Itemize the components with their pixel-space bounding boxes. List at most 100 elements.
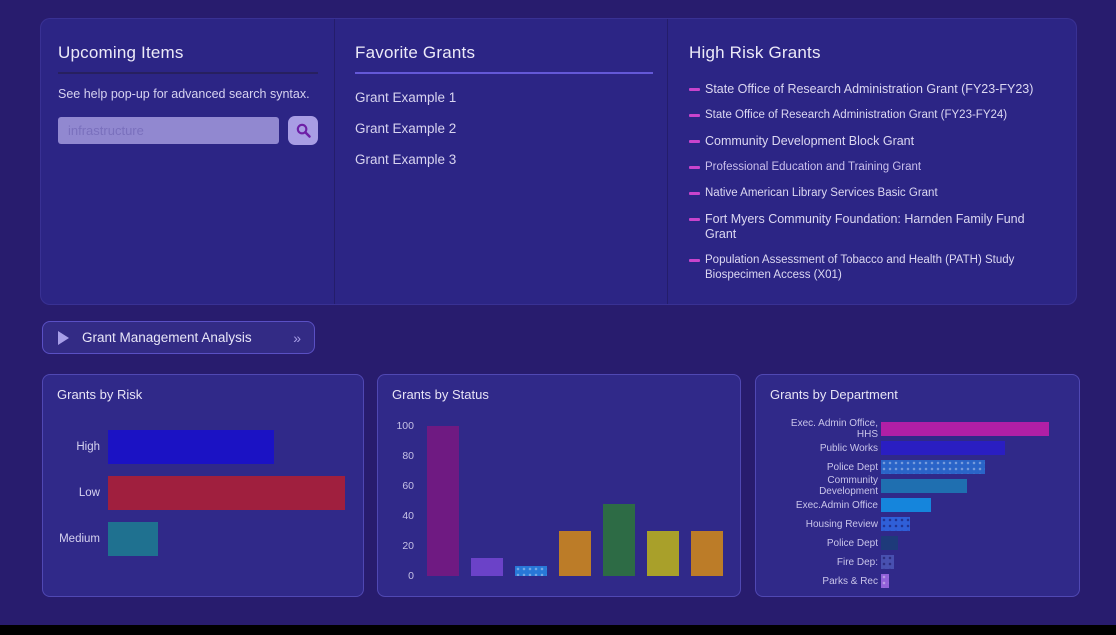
status-chart-title: Grants by Status — [392, 387, 489, 402]
dash-bullet-icon — [689, 192, 700, 195]
favorite-grant-item[interactable]: Grant Example 2 — [355, 121, 457, 136]
bar-track — [881, 460, 1049, 474]
dept-chart: Exec. Admin Office, HHS Public Works Polic… — [770, 418, 1065, 588]
bar — [881, 498, 932, 512]
dash-bullet-icon — [689, 218, 700, 221]
chart-row: Parks & Rec — [770, 574, 1065, 588]
bar-label: Housing Review — [805, 518, 878, 530]
y-tick-label: 20 — [402, 540, 414, 552]
bar-label: Public Works — [819, 442, 878, 454]
bar — [427, 426, 459, 576]
status-chart: 0 20 40 60 80 100 — [392, 402, 726, 582]
bar — [881, 479, 967, 493]
bar — [881, 422, 1049, 436]
bar-track — [881, 574, 1049, 588]
chart-row: Fire Dep: — [770, 555, 1065, 569]
chart-row: High — [57, 430, 349, 464]
grants-by-department-panel: Grants by Department Exec. Admin Office,… — [755, 374, 1080, 597]
bar — [881, 555, 895, 569]
high-risk-grant-item[interactable]: State Office of Research Administration … — [689, 82, 1048, 97]
bar-label: High — [76, 441, 100, 453]
dash-bullet-icon — [689, 259, 700, 262]
favorite-grant-item[interactable]: Grant Example 1 — [355, 90, 457, 105]
grant-management-analysis-button[interactable]: Grant Management Analysis » — [42, 321, 315, 354]
status-y-axis: 0 20 40 60 80 100 — [392, 420, 416, 582]
grant-name: State Office of Research Administration … — [705, 82, 1034, 96]
grants-by-status-panel: Grants by Status 0 20 40 60 80 100 — [377, 374, 741, 597]
high-risk-grants-title: High Risk Grants — [689, 43, 821, 62]
favorite-grant-item[interactable]: Grant Example 3 — [355, 152, 457, 167]
chart-row: Housing Review — [770, 517, 1065, 531]
y-tick-label: 80 — [402, 450, 414, 462]
grant-name: Fort Myers Community Foundation: Harnden… — [705, 212, 1025, 241]
bar-track — [108, 522, 345, 556]
bar — [108, 430, 274, 464]
search-row — [58, 116, 318, 145]
bar — [603, 504, 635, 576]
bar-track — [881, 536, 1049, 550]
risk-chart-title: Grants by Risk — [57, 387, 143, 402]
high-risk-grant-item[interactable]: State Office of Research Administration … — [689, 108, 1048, 123]
bar-track — [881, 555, 1049, 569]
high-risk-grants-section: High Risk Grants State Office of Researc… — [667, 19, 1076, 304]
analysis-button-label: Grant Management Analysis — [82, 330, 252, 345]
chart-row: Community Development — [770, 475, 1065, 497]
chart-row: Public Works — [770, 441, 1065, 455]
title-underline — [58, 72, 318, 74]
high-risk-grant-item[interactable]: Community Development Block Grant — [689, 134, 1048, 149]
bar-track — [881, 498, 1049, 512]
chart-row: Police Dept — [770, 460, 1065, 474]
bar — [881, 460, 986, 474]
bar-track — [881, 479, 1049, 493]
bar — [691, 531, 723, 576]
search-button[interactable] — [288, 116, 318, 145]
bar-label: Parks & Rec — [822, 575, 878, 587]
grant-name: State Office of Research Administration … — [705, 109, 1008, 121]
high-risk-grant-item[interactable]: Native American Library Services Basic G… — [689, 186, 1048, 201]
dept-chart-title: Grants by Department — [770, 387, 898, 402]
bar — [881, 536, 898, 550]
grants-by-risk-panel: Grants by Risk High Low Medium — [42, 374, 364, 597]
upcoming-items-section: Upcoming Items See help pop-up for advan… — [41, 19, 334, 304]
favorite-grants-section: Favorite Grants Grant Example 1 Grant Exa… — [334, 19, 667, 304]
bar-track — [108, 430, 345, 464]
dash-bullet-icon — [689, 166, 700, 169]
risk-chart: High Low Medium — [57, 430, 349, 556]
top-card: Upcoming Items See help pop-up for advan… — [40, 18, 1077, 305]
bar — [881, 574, 890, 588]
status-plot-area — [427, 426, 723, 576]
bar-label: Low — [78, 487, 100, 499]
chart-row: Exec.Admin Office — [770, 498, 1065, 512]
y-tick-label: 100 — [396, 420, 414, 432]
bar-track — [881, 422, 1049, 436]
upcoming-items-title: Upcoming Items — [58, 43, 184, 62]
bar-track — [881, 517, 1049, 531]
bar — [647, 531, 679, 576]
grant-name: Professional Education and Training Gran… — [705, 161, 922, 173]
high-risk-grant-item[interactable]: Population Assessment of Tobacco and Hea… — [689, 253, 1048, 283]
chevron-right-icon: » — [293, 329, 301, 346]
grant-name: Population Assessment of Tobacco and Hea… — [705, 254, 1015, 281]
bar — [515, 565, 547, 576]
search-input[interactable] — [58, 117, 279, 144]
bar-label: Exec. Admin Office, HHS — [790, 418, 878, 440]
bar — [881, 441, 1006, 455]
favorite-grants-title: Favorite Grants — [355, 43, 476, 62]
bar — [108, 476, 345, 510]
dash-bullet-icon — [689, 114, 700, 117]
magnifier-icon — [295, 122, 312, 139]
dash-bullet-icon — [689, 88, 700, 91]
chart-row: Medium — [57, 522, 349, 556]
bar-label: Community Development — [819, 475, 878, 497]
bar — [881, 517, 910, 531]
high-risk-grants-list: State Office of Research Administration … — [689, 82, 1048, 283]
bar-label: Police Dept — [826, 461, 878, 473]
bar-label: Police Dept — [826, 537, 878, 549]
high-risk-grant-item[interactable]: Professional Education and Training Gran… — [689, 160, 1048, 175]
play-icon — [58, 330, 69, 345]
bar-label: Fire Dep: — [836, 556, 878, 568]
high-risk-grant-item[interactable]: Fort Myers Community Foundation: Harnden… — [689, 212, 1048, 242]
chart-row: Low — [57, 476, 349, 510]
bar-label: Exec.Admin Office — [795, 499, 878, 511]
